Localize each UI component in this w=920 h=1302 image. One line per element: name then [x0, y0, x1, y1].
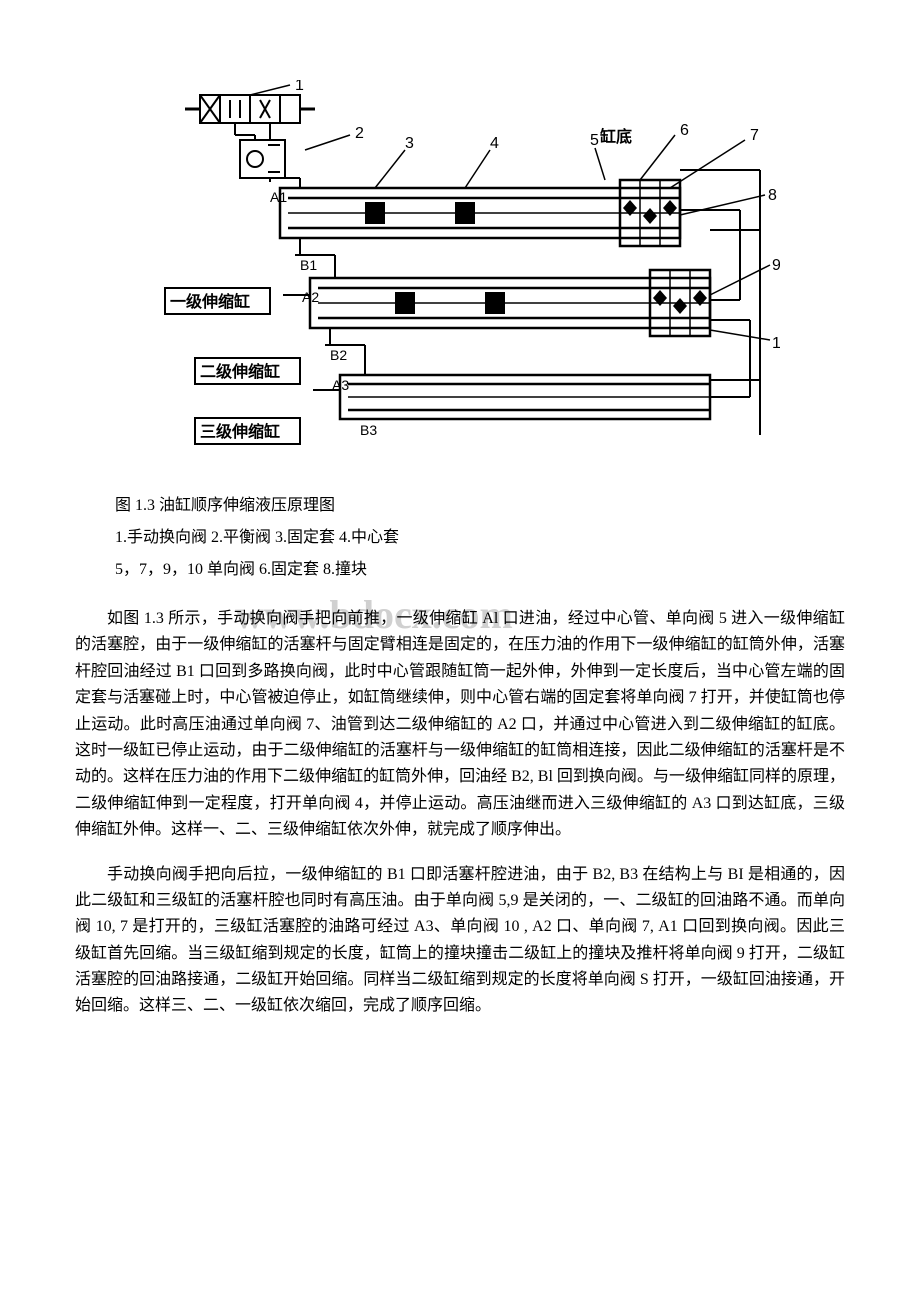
- label-a1: A1: [270, 189, 287, 205]
- hydraulic-diagram: 1 2 3 4 5 6 7 8 9 10 缸底 A1 B1 A2 B2 A3 B…: [140, 80, 780, 460]
- label-3: 3: [405, 135, 414, 152]
- figure-caption-block: 图 1.3 油缸顺序伸缩液压原理图 1.手动换向阀 2.平衡阀 3.固定套 4.…: [115, 490, 845, 586]
- label-8: 8: [768, 187, 777, 204]
- figure-title: 图 1.3 油缸顺序伸缩液压原理图: [115, 490, 845, 522]
- label-9: 9: [772, 257, 780, 274]
- label-4: 4: [490, 135, 499, 152]
- paragraph-2: 手动换向阀手把向后拉，一级伸缩缸的 B1 口即活塞杆腔进油，由于 B2, B3 …: [75, 862, 845, 1020]
- label-a2: A2: [302, 289, 319, 305]
- figure-legend-1: 1.手动换向阀 2.平衡阀 3.固定套 4.中心套: [115, 522, 845, 554]
- label-bottom: 缸底: [599, 127, 632, 146]
- label-6: 6: [680, 122, 689, 139]
- label-5: 5: [590, 132, 599, 149]
- label-cyl2: 二级伸缩缸: [200, 362, 280, 381]
- label-b1: B1: [300, 257, 317, 273]
- label-1: 1: [295, 80, 304, 94]
- label-cyl3: 三级伸缩缸: [200, 422, 280, 441]
- label-a3: A3: [332, 377, 349, 393]
- paragraph-1: 如图 1.3 所示，手动换向阀手把向前推，一级伸缩缸 Al 口进油，经过中心管、…: [75, 606, 845, 844]
- label-b3: B3: [360, 422, 377, 438]
- label-7: 7: [750, 127, 759, 144]
- label-2: 2: [355, 125, 364, 142]
- label-cyl1: 一级伸缩缸: [170, 292, 250, 311]
- label-10: 10: [772, 335, 780, 352]
- figure-legend-2: 5，7，9，10 单向阀 6.固定套 8.撞块: [115, 554, 845, 586]
- label-b2: B2: [330, 347, 347, 363]
